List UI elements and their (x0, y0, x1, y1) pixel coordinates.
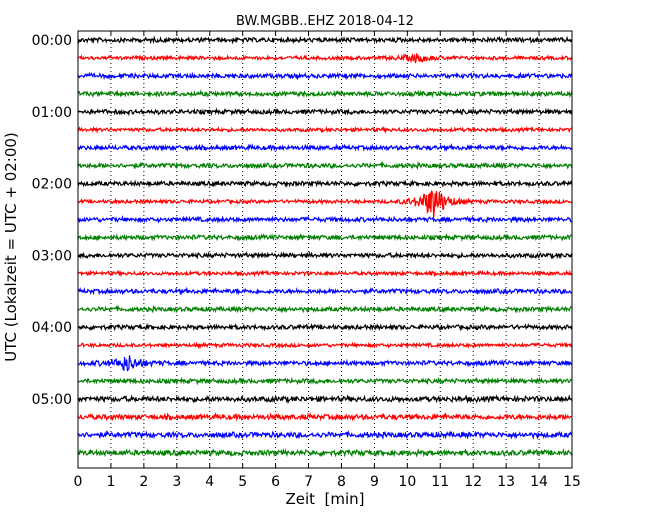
seismogram-trace (77, 161, 573, 170)
seismogram-trace (77, 214, 573, 224)
seismogram-trace (77, 250, 573, 260)
x-tick-label: 10 (398, 474, 416, 490)
seismogram-trace (77, 411, 573, 422)
seismogram-trace (77, 304, 573, 314)
seismogram-trace (77, 232, 573, 243)
x-tick-label: 4 (205, 474, 214, 490)
y-tick-label: 02:00 (32, 177, 72, 193)
seismogram-trace (77, 376, 573, 386)
seismogram-trace (77, 286, 573, 296)
seismogram-trace (77, 448, 573, 458)
x-tick-label: 8 (337, 474, 346, 490)
seismogram-trace (77, 190, 573, 218)
seismogram-trace (77, 125, 573, 134)
seismogram-trace (77, 179, 573, 188)
x-tick-label: 3 (172, 474, 181, 490)
x-tick-label: 6 (271, 474, 280, 490)
chart-title: BW.MGBB..EHZ 2018-04-12 (236, 14, 414, 29)
seismogram-trace (77, 355, 573, 372)
seismogram-trace (77, 269, 573, 278)
grid-layer (110, 31, 540, 468)
x-tick-label: 13 (497, 474, 515, 490)
x-tick-label: 12 (464, 474, 482, 490)
plot-frame (77, 30, 573, 469)
x-tick-label: 11 (431, 474, 449, 490)
x-tick-label: 2 (139, 474, 148, 490)
y-tick-label: 03:00 (32, 248, 72, 264)
x-tick-label: 7 (304, 474, 313, 490)
seismogram-trace (77, 89, 573, 99)
seismogram-trace (77, 394, 573, 404)
y-axis-label: UTC (Lokalzeit = UTC + 02:00) (2, 132, 20, 362)
seismogram-trace (77, 107, 573, 117)
seismogram-trace (77, 341, 573, 350)
seismogram-trace (77, 322, 573, 332)
seismogram-trace (77, 71, 573, 81)
y-tick-label: 01:00 (32, 105, 72, 121)
x-tick-label: 15 (563, 474, 581, 490)
seismogram-trace (77, 35, 573, 45)
x-tick-label: 5 (238, 474, 247, 490)
x-axis-label: Zeit [min] (285, 490, 364, 508)
y-tick-label: 04:00 (32, 320, 72, 336)
x-tick-label: 0 (74, 474, 83, 490)
seismogram-trace (77, 142, 573, 153)
x-tick-label: 9 (370, 474, 379, 490)
seismogram-trace (77, 52, 573, 64)
y-tick-label: 05:00 (32, 392, 72, 408)
x-tick-label: 14 (530, 474, 548, 490)
trace-layer (77, 35, 573, 458)
axis-layer: 0 1 2 3 4 5 6 7 8 9 10 11 12 13 14 1500:0001:0002:0003:… (32, 31, 581, 490)
x-tick-label: 1 (106, 474, 115, 490)
y-tick-label: 00:00 (32, 33, 72, 49)
seismogram-trace (77, 429, 573, 440)
